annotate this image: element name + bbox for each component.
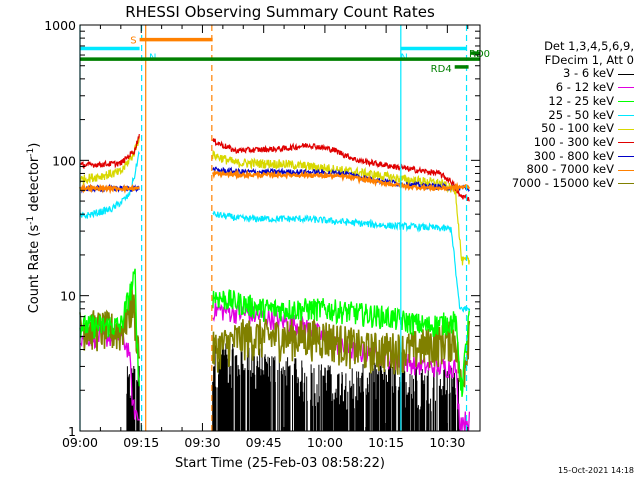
legend-header-decimation: FDecim 1, Att 0 [544,52,634,67]
series-25-50kev [79,150,470,313]
legend-swatch [618,101,634,103]
legend-swatch [618,73,634,75]
plot-area: SNNRD4RD0 [78,25,490,432]
legend-header-detectors: Det 1,3,4,5,6,9, [544,39,634,53]
plot-frame [79,24,481,432]
legend-swatch [618,169,634,171]
legend-item: 7000 - 15000 keV [482,176,634,191]
x-tick-label: 09:00 [62,435,98,450]
x-tick-label: 10:30 [429,435,465,450]
series-3-6kev [126,343,460,431]
x-tick-label: 10:00 [307,435,343,450]
legend-swatch [618,114,634,116]
legend: Det 1,3,4,5,6,9, FDecim 1, Att 0 3 - 6 k… [482,39,634,191]
x-tick-label: 10:15 [368,435,404,450]
axis-ticks: 09:00 09:15 09:30 09:45 10:00 10:15 10:30 1 10 10… [44,18,480,450]
legend-label: 7000 - 15000 keV [511,176,614,191]
flag-label: S [130,36,136,47]
legend-label: 25 - 50 keV [548,107,614,122]
y-tick-label: 10 [60,289,76,304]
legend-swatch [618,87,634,89]
x-axis-label: Start Time (25-Feb-03 08:58:22) [175,456,385,471]
legend-item: 25 - 50 keV [482,107,634,123]
legend-label: 300 - 800 keV [533,148,614,163]
legend-item: 6 - 12 keV [482,80,634,95]
series-12-25kev [79,268,471,397]
y-tick-label: 100 [52,153,76,168]
legend-label: 800 - 7000 keV [526,162,614,177]
x-tick-label: 09:30 [184,435,220,450]
chart-title: RHESSI Observing Summary Count Rates [125,3,435,21]
legend-label: 50 - 100 keV [541,121,614,136]
flag-label: RD4 [431,64,452,75]
legend-swatch [618,183,634,185]
x-tick-label: 09:45 [246,435,282,450]
legend-item: 12 - 25 keV [482,93,634,109]
legend-label: 100 - 300 keV [533,134,614,149]
legend-label: 12 - 25 keV [548,93,614,108]
series-100-300kev [79,134,470,202]
y-tick-label: 1 [68,424,76,439]
legend-swatch [618,128,634,130]
x-tick-label: 09:15 [123,435,159,450]
legend-item: 100 - 300 keV [482,134,634,150]
generation-timestamp: 15-Oct-2021 14:18 [558,466,634,475]
legend-swatch [618,142,634,144]
legend-item: 300 - 800 keV [482,148,634,164]
legend-item: 800 - 7000 keV [482,163,634,177]
legend-item: 50 - 100 keV [482,122,634,136]
y-tick-label: 1000 [44,18,76,33]
series-800-7000kev [78,168,471,195]
legend-label: 6 - 12 keV [555,80,614,95]
legend-label: 3 - 6 keV [563,66,614,81]
legend-swatch [618,155,634,157]
y-axis-label: Count Rate (s-1 detector-1) [26,143,42,314]
legend-item: 3 - 6 keV [482,67,634,81]
